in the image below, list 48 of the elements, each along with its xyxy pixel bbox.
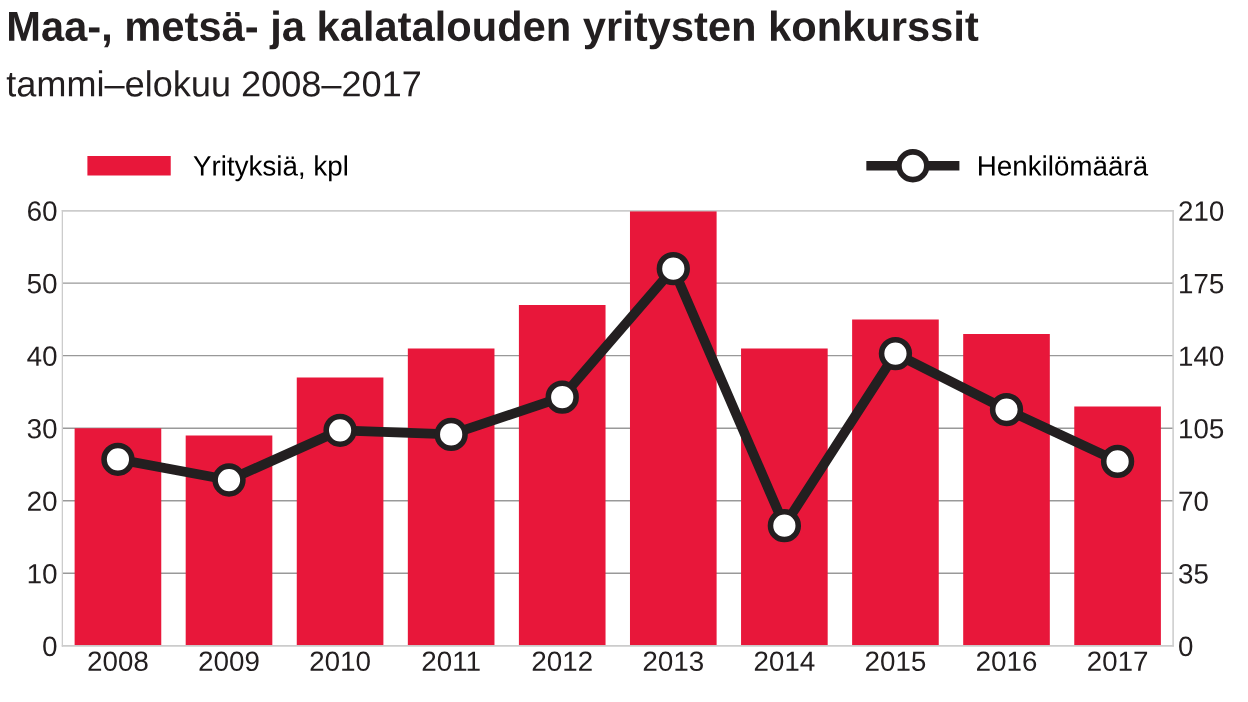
y-tick-label: 40 bbox=[27, 346, 57, 367]
legend-label: Yrityksiä, kpl bbox=[193, 155, 347, 182]
y-tick-label: 50 bbox=[27, 273, 57, 294]
y2-tick-label: 35 bbox=[1179, 563, 1208, 584]
point bbox=[656, 251, 690, 286]
x-tick-label: 2014 bbox=[754, 651, 815, 672]
bar bbox=[407, 348, 495, 646]
chart-subtitle: tammi–elokuu 2008–2017 bbox=[6, 70, 420, 97]
x-tick-label: 2008 bbox=[88, 651, 148, 672]
point bbox=[878, 336, 913, 371]
point bbox=[1100, 444, 1135, 479]
chart-title: Maa-, metsä- ja kalatalouden yritysten konkurssit bbox=[9, 10, 979, 50]
y-tick-label: 0 bbox=[43, 636, 57, 657]
point bbox=[545, 380, 579, 414]
x-tick-label: 2009 bbox=[199, 651, 259, 672]
bar bbox=[518, 304, 606, 646]
point bbox=[767, 508, 802, 543]
y2-tick-label: 210 bbox=[1179, 201, 1224, 221]
bar bbox=[852, 319, 939, 646]
point bbox=[212, 463, 246, 497]
y2-tick-label: 105 bbox=[1180, 418, 1224, 439]
point bbox=[434, 417, 468, 452]
point bbox=[101, 442, 135, 476]
y-tick-label: 20 bbox=[28, 491, 57, 512]
y-tick-label: 10 bbox=[28, 563, 57, 584]
y2-tick-label: 70 bbox=[1179, 491, 1208, 512]
bar bbox=[185, 435, 273, 646]
x-tick-label: 2016 bbox=[977, 651, 1037, 672]
x-tick-label: 2017 bbox=[1088, 651, 1148, 672]
x-tick-label: 2012 bbox=[532, 651, 592, 672]
x-tick-label: 2013 bbox=[643, 651, 703, 672]
bar bbox=[74, 428, 162, 646]
bar bbox=[296, 377, 384, 646]
point bbox=[323, 413, 357, 447]
legend-label: Henkilömäärä bbox=[979, 155, 1149, 176]
y2-tick-label: 175 bbox=[1180, 274, 1224, 294]
y-tick-label: 30 bbox=[27, 418, 57, 439]
point bbox=[989, 392, 1024, 427]
bar bbox=[629, 210, 717, 646]
x-tick-label: 2010 bbox=[310, 651, 370, 672]
y-tick-label: 60 bbox=[28, 201, 57, 221]
bar bbox=[963, 333, 1050, 646]
bar bbox=[741, 348, 828, 646]
y2-tick-label: 140 bbox=[1180, 346, 1224, 367]
x-tick-label: 2011 bbox=[422, 651, 480, 672]
bar bbox=[1074, 406, 1161, 646]
x-tick-label: 2015 bbox=[865, 651, 926, 672]
y2-tick-label: 0 bbox=[1179, 636, 1193, 657]
